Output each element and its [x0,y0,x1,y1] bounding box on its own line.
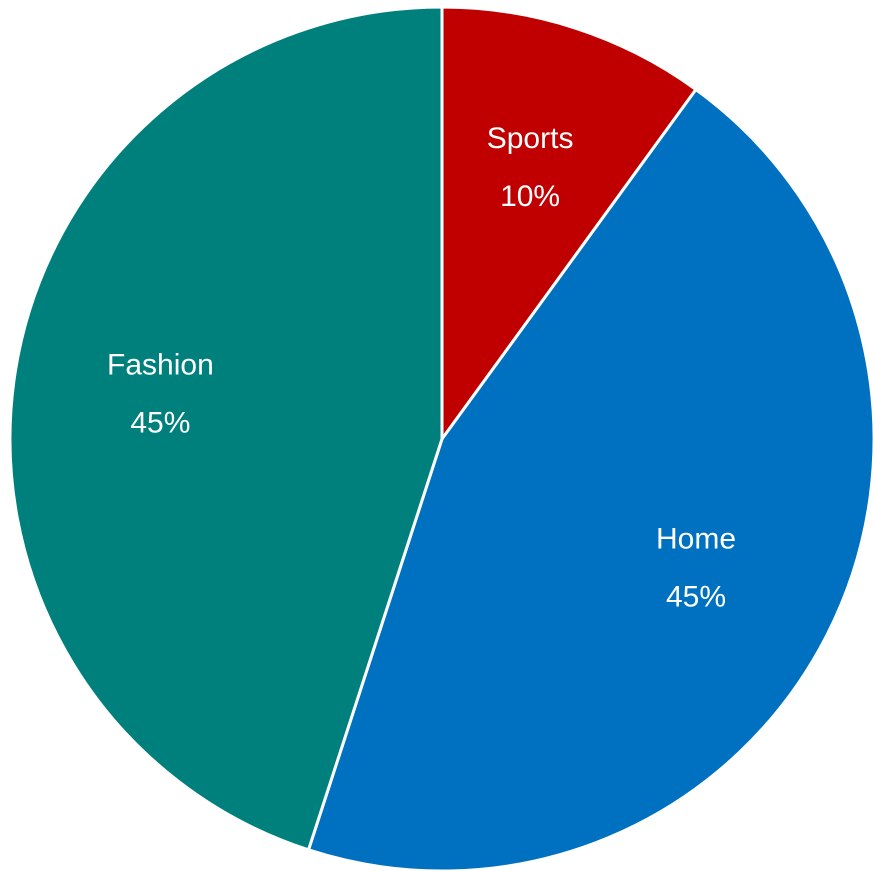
pie-labels: Sports 10% Home 45% Fashion 45% [107,122,736,614]
pie-slice-fashion [8,5,444,852]
pie-slice-home [307,88,874,871]
pie-slices [8,5,874,871]
slice-label-sports: Sports [487,122,574,155]
pie-slice-sports [440,5,698,441]
slice-value-fashion: 45% [130,406,190,439]
slice-label-home: Home [656,522,736,555]
slice-label-fashion: Fashion [107,348,214,381]
slice-value-sports: 10% [500,180,560,213]
slice-value-home: 45% [666,580,726,613]
